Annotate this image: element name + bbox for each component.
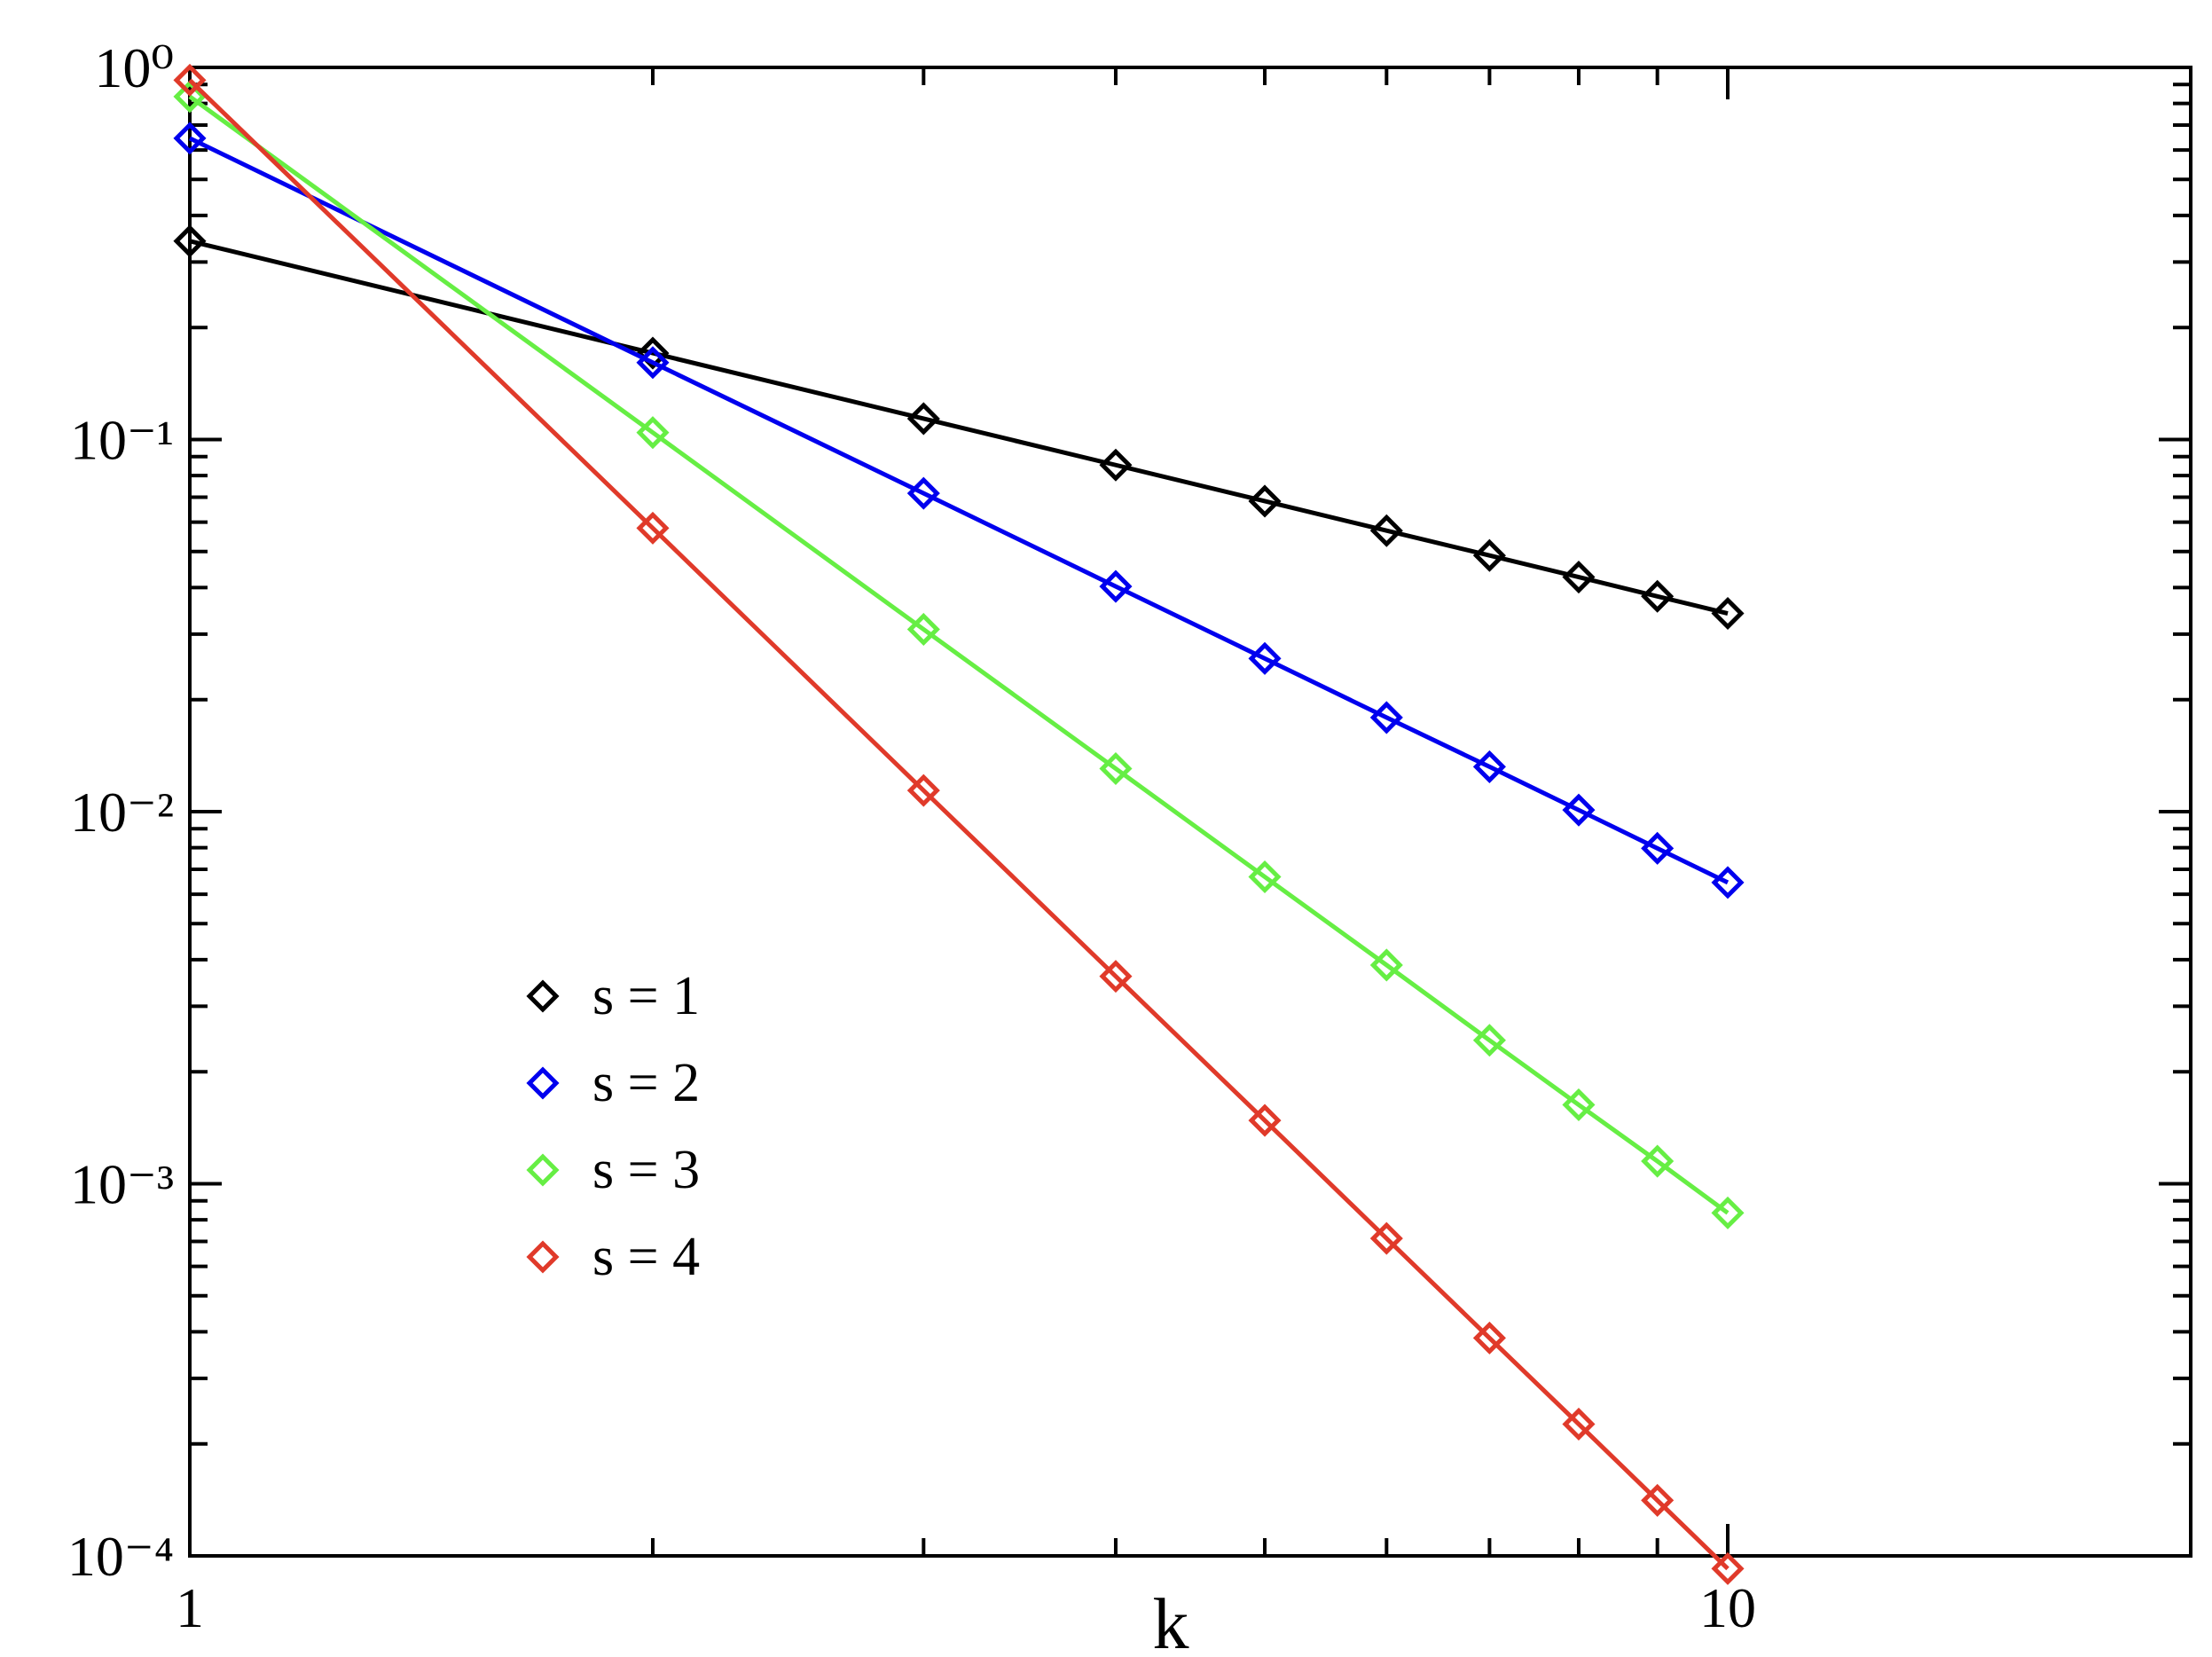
data-marker — [173, 80, 207, 114]
data-marker — [1711, 866, 1745, 899]
data-marker — [1248, 1103, 1282, 1137]
data-marker — [1562, 561, 1596, 594]
data-marker — [1248, 641, 1282, 675]
y-tick-label: 10⁰ — [94, 36, 174, 99]
data-marker — [906, 612, 940, 646]
legend-marker — [526, 979, 560, 1013]
data-marker — [1099, 448, 1133, 482]
data-marker — [1472, 1321, 1506, 1355]
data-marker — [1099, 960, 1133, 993]
data-marker — [1641, 831, 1675, 865]
data-marker — [173, 63, 207, 97]
data-marker — [1472, 538, 1506, 572]
data-marker — [173, 224, 207, 258]
x-tick-label: 1 — [176, 1576, 204, 1639]
data-marker — [906, 476, 940, 510]
data-marker — [1248, 484, 1282, 518]
data-marker — [906, 774, 940, 807]
y-tick-label: 10⁻³ — [70, 1153, 174, 1216]
y-tick-label: 10⁻¹ — [70, 409, 174, 472]
data-marker — [1472, 1024, 1506, 1057]
y-tick-label: 10⁻⁴ — [67, 1525, 174, 1588]
data-marker — [1641, 1483, 1675, 1517]
data-marker — [1472, 750, 1506, 783]
data-marker — [1369, 1221, 1403, 1255]
plot-frame — [188, 66, 2192, 1558]
data-marker — [1711, 1551, 1745, 1585]
legend-label: s = 1 — [592, 966, 700, 1026]
legend-label: s = 4 — [592, 1227, 700, 1287]
data-marker — [906, 402, 940, 436]
data-marker — [1099, 751, 1133, 786]
series-line — [189, 239, 1729, 616]
data-marker — [1369, 514, 1403, 547]
data-marker — [636, 346, 670, 380]
series-line — [188, 136, 1730, 885]
x-axis-label: k — [1153, 1583, 1189, 1657]
series-line — [188, 78, 1730, 1571]
data-marker — [1562, 793, 1596, 827]
series-line — [188, 94, 1730, 1215]
data-marker — [1562, 1407, 1596, 1441]
legend-label: s = 3 — [592, 1140, 700, 1200]
legend-marker — [526, 1153, 560, 1187]
y-tick-label: 10⁻² — [70, 781, 174, 844]
data-marker — [1641, 579, 1675, 613]
data-marker — [1562, 1088, 1596, 1122]
legend-marker — [526, 1066, 560, 1100]
data-marker — [1369, 701, 1403, 734]
data-marker — [1369, 948, 1403, 982]
data-marker — [1641, 1144, 1675, 1178]
legend-marker — [526, 1240, 560, 1274]
data-marker — [173, 122, 207, 155]
legend-label: s = 2 — [592, 1053, 700, 1113]
data-marker — [1711, 1196, 1745, 1229]
data-marker — [1099, 569, 1133, 603]
data-marker — [636, 336, 670, 370]
data-marker — [1711, 596, 1745, 631]
x-tick-label: 10 — [1699, 1576, 1756, 1639]
data-marker — [636, 511, 670, 545]
data-marker — [636, 416, 670, 450]
data-marker — [1248, 860, 1282, 894]
